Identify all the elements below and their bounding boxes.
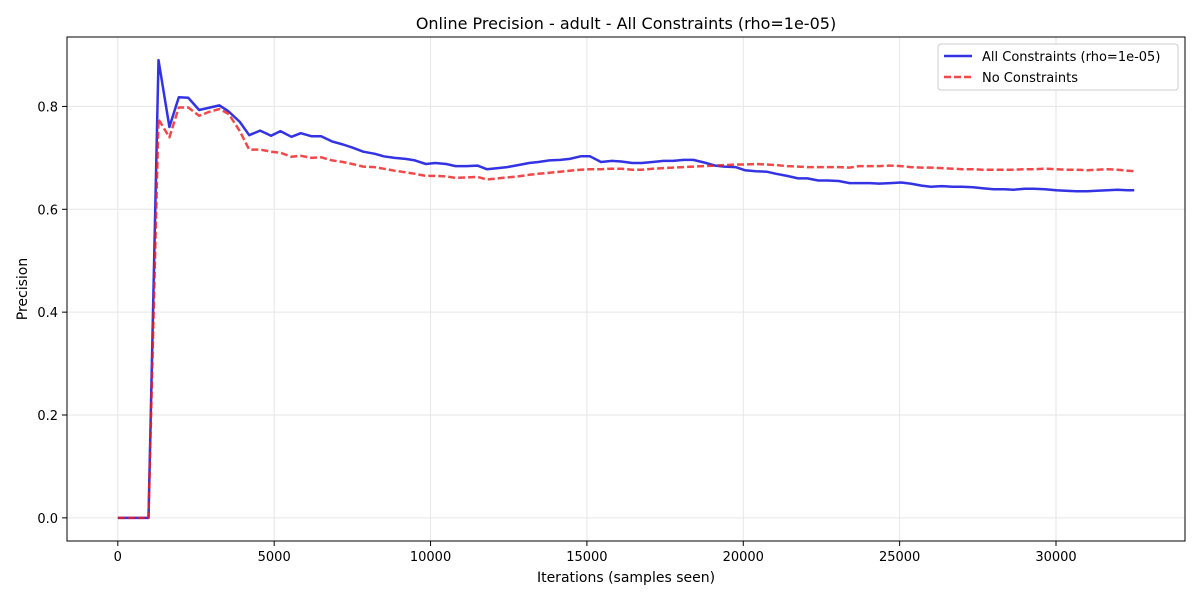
grid-lines	[67, 37, 1185, 541]
y-tick-label: 0.2	[37, 409, 58, 424]
y-tick-label: 0.6	[37, 203, 58, 218]
x-tick-label: 20000	[723, 550, 764, 565]
axis-ticks: 0 5000 10000 15000 20000 25000 30000 0.0 0.2 0.4 0…	[37, 100, 1076, 565]
x-axis-label: Iterations (samples seen)	[537, 570, 715, 586]
x-tick-label: 15000	[566, 550, 607, 565]
chart-title: Online Precision - adult - All Constrain…	[416, 14, 836, 33]
x-tick-label: 30000	[1035, 550, 1076, 565]
y-tick-label: 0.0	[37, 512, 58, 527]
x-tick-label: 5000	[258, 550, 291, 565]
x-tick-label: 10000	[410, 550, 451, 565]
x-tick-label: 0	[114, 550, 122, 565]
y-tick-label: 0.4	[37, 306, 58, 321]
series-lines	[117, 58, 1135, 520]
legend-label-no-constraints: No Constraints	[982, 71, 1078, 86]
series-line-all-constraints	[117, 58, 1135, 520]
y-axis-label: Precision	[15, 258, 31, 320]
y-tick-label: 0.8	[37, 100, 58, 115]
plot-area-frame	[66, 36, 1186, 542]
series-line-no-constraints	[117, 106, 1135, 520]
x-tick-label: 25000	[879, 550, 920, 565]
legend-label-all-constraints: All Constraints (rho=1e-05)	[982, 50, 1160, 65]
legend: All Constraints (rho=1e-05) No Constrain…	[937, 43, 1179, 91]
legend-box	[937, 43, 1179, 91]
